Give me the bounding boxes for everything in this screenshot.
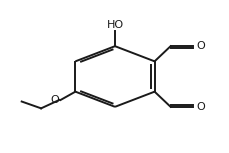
Text: O: O [50, 95, 58, 105]
Text: HO: HO [106, 20, 123, 30]
Text: O: O [195, 102, 204, 112]
Text: O: O [195, 41, 204, 51]
